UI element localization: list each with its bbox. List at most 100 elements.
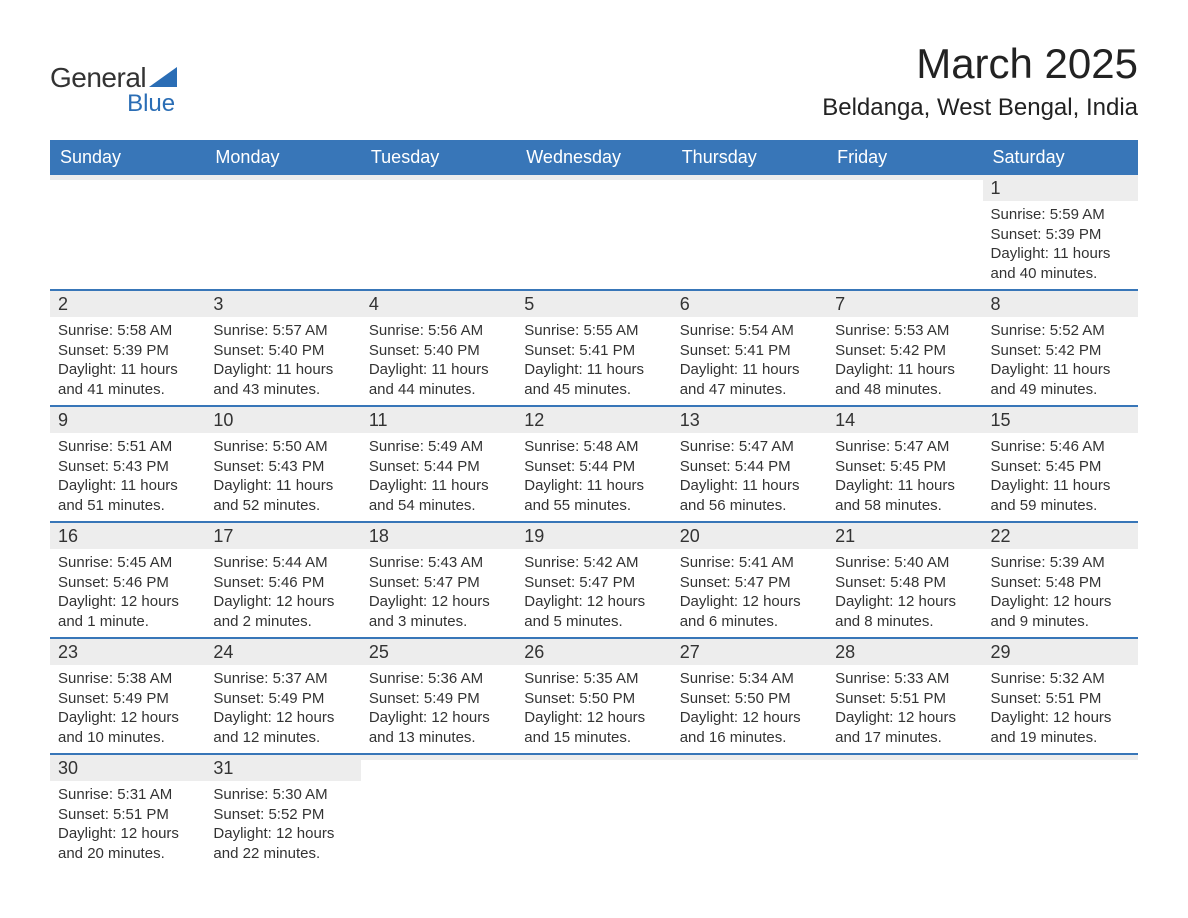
dayname-thursday: Thursday [672, 140, 827, 175]
sunrise-text: Sunrise: 5:59 AM [991, 205, 1130, 225]
day-content: Sunrise: 5:37 AMSunset: 5:49 PMDaylight:… [205, 665, 360, 753]
calendar-day: 19Sunrise: 5:42 AMSunset: 5:47 PMDayligh… [516, 523, 671, 637]
daylight-text: Daylight: 12 hours and 17 minutes. [835, 708, 974, 747]
dayname-friday: Friday [827, 140, 982, 175]
day-number: 8 [991, 294, 1001, 314]
sunset-text: Sunset: 5:42 PM [991, 341, 1130, 361]
calendar-day: 12Sunrise: 5:48 AMSunset: 5:44 PMDayligh… [516, 407, 671, 521]
day-number: 7 [835, 294, 845, 314]
calendar-day: 20Sunrise: 5:41 AMSunset: 5:47 PMDayligh… [672, 523, 827, 637]
day-number-row: 31 [205, 755, 360, 781]
day-number-row: 10 [205, 407, 360, 433]
daylight-text: Daylight: 11 hours and 48 minutes. [835, 360, 974, 399]
calendar-day: 30Sunrise: 5:31 AMSunset: 5:51 PMDayligh… [50, 755, 205, 869]
sunset-text: Sunset: 5:39 PM [58, 341, 197, 361]
daylight-text: Daylight: 12 hours and 16 minutes. [680, 708, 819, 747]
sunset-text: Sunset: 5:46 PM [213, 573, 352, 593]
sunrise-text: Sunrise: 5:47 AM [835, 437, 974, 457]
day-number-row [516, 175, 671, 180]
day-number-row: 1 [983, 175, 1138, 201]
sunset-text: Sunset: 5:50 PM [680, 689, 819, 709]
calendar-day: 23Sunrise: 5:38 AMSunset: 5:49 PMDayligh… [50, 639, 205, 753]
daylight-text: Daylight: 11 hours and 51 minutes. [58, 476, 197, 515]
daylight-text: Daylight: 11 hours and 47 minutes. [680, 360, 819, 399]
calendar-day: 29Sunrise: 5:32 AMSunset: 5:51 PMDayligh… [983, 639, 1138, 753]
day-content: Sunrise: 5:39 AMSunset: 5:48 PMDaylight:… [983, 549, 1138, 637]
sunrise-text: Sunrise: 5:35 AM [524, 669, 663, 689]
calendar-day: 31 Sunrise: 5:30 AMSunset: 5:52 PMDayligh… [205, 755, 360, 869]
day-content: Sunrise: 5:33 AMSunset: 5:51 PMDaylight:… [827, 665, 982, 753]
sunset-text: Sunset: 5:44 PM [680, 457, 819, 477]
day-content: Sunrise: 5:46 AMSunset: 5:45 PMDaylight:… [983, 433, 1138, 521]
calendar-day: 7 Sunrise: 5:53 AMSunset: 5:42 PMDaylight… [827, 291, 982, 405]
sunrise-text: Sunrise: 5:53 AM [835, 321, 974, 341]
sunrise-text: Sunrise: 5:49 AM [369, 437, 508, 457]
sunrise-text: Sunrise: 5:52 AM [991, 321, 1130, 341]
day-content: Sunrise: 5:45 AMSunset: 5:46 PMDaylight:… [50, 549, 205, 637]
sunset-text: Sunset: 5:47 PM [680, 573, 819, 593]
calendar-day [516, 175, 671, 289]
sunset-text: Sunset: 5:51 PM [58, 805, 197, 825]
daylight-text: Daylight: 12 hours and 2 minutes. [213, 592, 352, 631]
day-number-row: 6 [672, 291, 827, 317]
day-number: 9 [58, 410, 68, 430]
sunset-text: Sunset: 5:40 PM [213, 341, 352, 361]
sunset-text: Sunset: 5:49 PM [213, 689, 352, 709]
daylight-text: Daylight: 12 hours and 9 minutes. [991, 592, 1130, 631]
calendar-week: 16Sunrise: 5:45 AMSunset: 5:46 PMDayligh… [50, 523, 1138, 639]
day-content: Sunrise: 5:49 AMSunset: 5:44 PMDaylight:… [361, 433, 516, 521]
daylight-text: Daylight: 11 hours and 52 minutes. [213, 476, 352, 515]
sunset-text: Sunset: 5:41 PM [524, 341, 663, 361]
daylight-text: Daylight: 11 hours and 41 minutes. [58, 360, 197, 399]
day-number-row: 27 [672, 639, 827, 665]
day-number-row: 22 [983, 523, 1138, 549]
day-content: Sunrise: 5:40 AMSunset: 5:48 PMDaylight:… [827, 549, 982, 637]
day-content: Sunrise: 5:41 AMSunset: 5:47 PMDaylight:… [672, 549, 827, 637]
day-number-row [361, 175, 516, 180]
day-number-row: 19 [516, 523, 671, 549]
calendar-day: 17Sunrise: 5:44 AMSunset: 5:46 PMDayligh… [205, 523, 360, 637]
sunrise-text: Sunrise: 5:48 AM [524, 437, 663, 457]
sunrise-text: Sunrise: 5:55 AM [524, 321, 663, 341]
calendar-week: 23Sunrise: 5:38 AMSunset: 5:49 PMDayligh… [50, 639, 1138, 755]
sunset-text: Sunset: 5:44 PM [369, 457, 508, 477]
sunset-text: Sunset: 5:45 PM [991, 457, 1130, 477]
sunset-text: Sunset: 5:48 PM [991, 573, 1130, 593]
day-number-row: 21 [827, 523, 982, 549]
day-number-row: 18 [361, 523, 516, 549]
location-subtitle: Beldanga, West Bengal, India [822, 94, 1138, 122]
daylight-text: Daylight: 11 hours and 58 minutes. [835, 476, 974, 515]
calendar-day: 28Sunrise: 5:33 AMSunset: 5:51 PMDayligh… [827, 639, 982, 753]
daylight-text: Daylight: 12 hours and 15 minutes. [524, 708, 663, 747]
sunset-text: Sunset: 5:51 PM [991, 689, 1130, 709]
daylight-text: Daylight: 11 hours and 49 minutes. [991, 360, 1130, 399]
day-number-row: 9 [50, 407, 205, 433]
day-number-row: 4 [361, 291, 516, 317]
calendar-day [827, 755, 982, 869]
daylight-text: Daylight: 12 hours and 20 minutes. [58, 824, 197, 863]
day-number-row [827, 175, 982, 180]
day-number: 31 [213, 758, 233, 778]
daylight-text: Daylight: 12 hours and 13 minutes. [369, 708, 508, 747]
day-content: Sunrise: 5:53 AMSunset: 5:42 PMDaylight:… [827, 317, 982, 405]
calendar-day [672, 755, 827, 869]
logo-text-blue: Blue [50, 90, 175, 118]
day-number-row: 30 [50, 755, 205, 781]
calendar-day [361, 175, 516, 289]
day-number: 25 [369, 642, 389, 662]
calendar-day: 21Sunrise: 5:40 AMSunset: 5:48 PMDayligh… [827, 523, 982, 637]
daylight-text: Daylight: 12 hours and 5 minutes. [524, 592, 663, 631]
sunset-text: Sunset: 5:49 PM [58, 689, 197, 709]
day-number-row: 14 [827, 407, 982, 433]
day-number: 17 [213, 526, 233, 546]
day-number-row [205, 175, 360, 180]
calendar-day: 13Sunrise: 5:47 AMSunset: 5:44 PMDayligh… [672, 407, 827, 521]
calendar-day: 9Sunrise: 5:51 AMSunset: 5:43 PMDaylight… [50, 407, 205, 521]
day-content: Sunrise: 5:36 AMSunset: 5:49 PMDaylight:… [361, 665, 516, 753]
day-number: 24 [213, 642, 233, 662]
day-number-row [672, 175, 827, 180]
day-number-row: 20 [672, 523, 827, 549]
daylight-text: Daylight: 11 hours and 54 minutes. [369, 476, 508, 515]
day-content: Sunrise: 5:30 AMSunset: 5:52 PMDaylight:… [205, 781, 360, 869]
daylight-text: Daylight: 12 hours and 1 minute. [58, 592, 197, 631]
